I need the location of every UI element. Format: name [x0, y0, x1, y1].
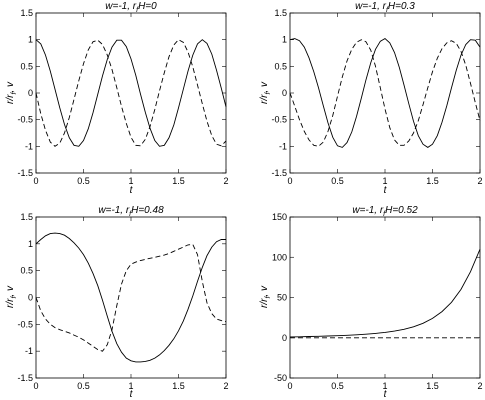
- panel-4-x-tick-label: 1: [382, 381, 387, 391]
- panel-2-y-tick-label: -0.5: [271, 115, 287, 125]
- panel-4-y-axis-label: r/rf, v: [259, 285, 272, 308]
- panel-3-x-tick-label: 0: [33, 381, 38, 391]
- panel-2-x-tick-label: 0: [287, 176, 292, 186]
- panel-3-x-tick-label: 1.5: [172, 381, 185, 391]
- panel-2-x-tick-label: 1.5: [426, 176, 439, 186]
- panel-3-y-tick-label: -1.5: [17, 373, 33, 383]
- panel-1: w=-1, rfH=0 t r/rf, v 0 0.5 1 1.5 2 -1.5 -1 -0.…: [5, 1, 229, 196]
- panel-1-x-axis-label: t: [130, 185, 134, 196]
- panel-1-x-tick-label: 0.5: [77, 176, 90, 186]
- panel-4: w=-1, rfH=0.52 t r/rf, v 0 0.5 1 1.5 2-50050…: [259, 205, 483, 400]
- panel-3-lines: [35, 232, 227, 363]
- panel-1-lines: [35, 39, 227, 147]
- panel-4-lines: [289, 249, 481, 339]
- panel-3-x-tick-label: 0.5: [77, 381, 90, 391]
- panel-1-y-tick-label: 0.5: [20, 61, 33, 71]
- panel-4-x-axis-label: t: [384, 389, 388, 400]
- panel-2-y-tick-label: 0.5: [274, 61, 287, 71]
- panel-1-y-tick-label: -0.5: [17, 115, 33, 125]
- panel-1-y-tick-label: 1.5: [20, 8, 33, 18]
- panel-3-series-solid-line: [35, 232, 226, 363]
- panel-2-lines: [289, 38, 481, 148]
- panel-1-y-tick-label: 0: [28, 88, 33, 98]
- panel-3-series-dashed-line: [35, 243, 227, 352]
- panel-4-series-solid-line: [289, 249, 481, 338]
- panel-1-x-tick-label: 2: [223, 176, 228, 186]
- panel-2-y-tick-label: 1.5: [274, 8, 287, 18]
- panel-3-y-tick-label: 0.5: [20, 266, 33, 276]
- panel-2-x-tick-label: 2: [477, 176, 482, 186]
- panel-4-y-tick-label: 0: [282, 333, 287, 343]
- panel-3-title: w=-1, rfH=0.48: [98, 205, 164, 218]
- panel-2-x-tick-label: 0.5: [331, 176, 344, 186]
- panel-4-title: w=-1, rfH=0.52: [352, 205, 418, 218]
- panel-4-y-tick-label: 50: [277, 293, 287, 303]
- panel-1-y-tick-label: -1.5: [17, 168, 33, 178]
- panel-2-series-solid-line: [289, 38, 481, 148]
- panel-2-y-tick-label: -1: [279, 141, 287, 151]
- panel-3-y-tick-label: -1: [25, 346, 33, 356]
- panel-4-y-tick-label: 150: [272, 212, 287, 222]
- panel-4-y-tick-label: 100: [272, 252, 287, 262]
- panel-4-x-tick-label: 2: [477, 381, 482, 391]
- panel-2-series-dashed-line: [289, 39, 481, 147]
- panel-3-y-tick-label: -0.5: [17, 319, 33, 329]
- panel-1-title: w=-1, rfH=0: [105, 1, 157, 14]
- panel-1-x-tick-label: 1: [128, 176, 133, 186]
- panel-1-series-dashed-line: [35, 39, 227, 147]
- panel-1-x-tick-label: 1.5: [172, 176, 185, 186]
- panel-4-axes-frame: [289, 216, 481, 379]
- panel-1-y-tick-label: -1: [25, 141, 33, 151]
- panel-1-y-tick-label: 1: [28, 35, 33, 45]
- panel-1-ticks: 0 0.5 1 1.5 2 -1.5 -1 -0.5 0 0.5 1 1.5: [17, 8, 228, 186]
- panel-2-y-tick-label: 1: [282, 35, 287, 45]
- panel-3-y-tick-label: 1: [28, 239, 33, 249]
- panel-1-series-solid-line: [35, 39, 227, 147]
- panel-3: w=-1, rfH=0.48 t r/rf, v 0 0.5 1 1.5 2 -1.5 -1…: [5, 205, 229, 400]
- panel-3-x-tick-label: 2: [223, 381, 228, 391]
- panel-1-axes-frame: [35, 12, 227, 174]
- panel-2-title: w=-1, rfH=0.3: [355, 1, 415, 14]
- panel-3-y-axis-label: r/rf, v: [5, 285, 18, 308]
- panel-3-y-tick-label: 1.5: [20, 212, 33, 222]
- panel-2-ticks: 0 0.5 1 1.5 2 -1.5 -1 -0.5 0 0.5 1 1.5: [271, 8, 482, 186]
- panel-1-y-axis-label: r/rf, v: [5, 81, 18, 104]
- panel-1-x-tick-label: 0: [33, 176, 38, 186]
- panel-3-x-tick-label: 1: [128, 381, 133, 391]
- panel-2-x-tick-label: 1: [382, 176, 387, 186]
- panel-2-y-axis-label: r/rf, v: [259, 81, 272, 104]
- panel-2: w=-1, rfH=0.3 t r/rf, v 0 0.5 1 1.5 2 -1.5 -1 -…: [259, 1, 483, 196]
- panel-3-y-tick-label: 0: [28, 293, 33, 303]
- panel-3-x-axis-label: t: [130, 389, 134, 400]
- panel-4-x-tick-label: 0: [287, 381, 292, 391]
- panel-2-x-axis-label: t: [384, 185, 388, 196]
- panel-2-y-tick-label: 0: [282, 88, 287, 98]
- panel-4-x-tick-label: 1.5: [426, 381, 439, 391]
- panel-4-y-tick-label: -50: [274, 373, 287, 383]
- panel-4-x-tick-label: 0.5: [331, 381, 344, 391]
- panel-3-axes-frame: [35, 216, 227, 379]
- panel-2-axes-frame: [289, 12, 481, 174]
- panel-3-ticks: 0 0.5 1 1.5 2 -1.5 -1 -0.5 0 0.5 1 1.5: [17, 212, 228, 391]
- panel-2-y-tick-label: -1.5: [271, 168, 287, 178]
